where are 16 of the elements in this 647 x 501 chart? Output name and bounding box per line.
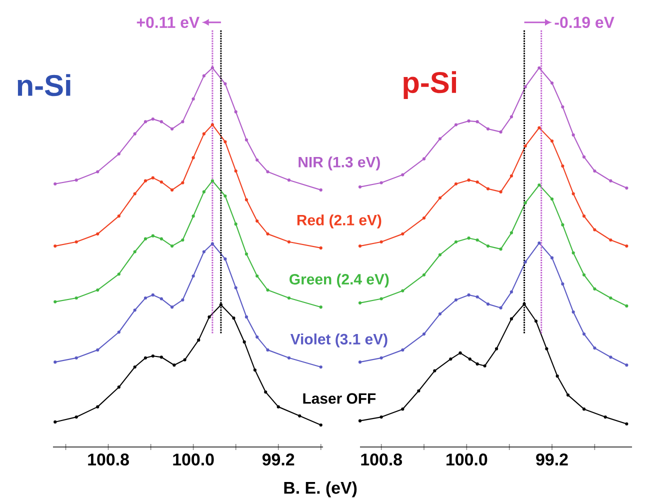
x-tick-label: 100.8 xyxy=(88,454,129,466)
x-tick-label: 99.2 xyxy=(536,454,568,466)
x-tick-label: 100.0 xyxy=(173,454,214,466)
x-axis-title: B. E. (eV) xyxy=(284,481,357,498)
text: +0.11 eV xyxy=(136,16,200,28)
series-label: Red (2.1 eV) xyxy=(297,214,382,228)
series-label: Green (2.4 eV) xyxy=(290,274,389,288)
series-label: NIR (1.3 eV) xyxy=(298,156,380,170)
x-tick-label: 100.0 xyxy=(446,454,488,466)
x-tick-label: 100.8 xyxy=(361,454,402,466)
text: -0.19 eV xyxy=(554,16,614,28)
chart-title: p-Si xyxy=(404,71,456,100)
series-label: Laser OFF xyxy=(303,393,376,404)
series-label: Violet (3.1 eV) xyxy=(290,334,388,348)
chart-title: n-Si xyxy=(18,74,70,96)
x-tick-label: 99.2 xyxy=(262,454,294,466)
